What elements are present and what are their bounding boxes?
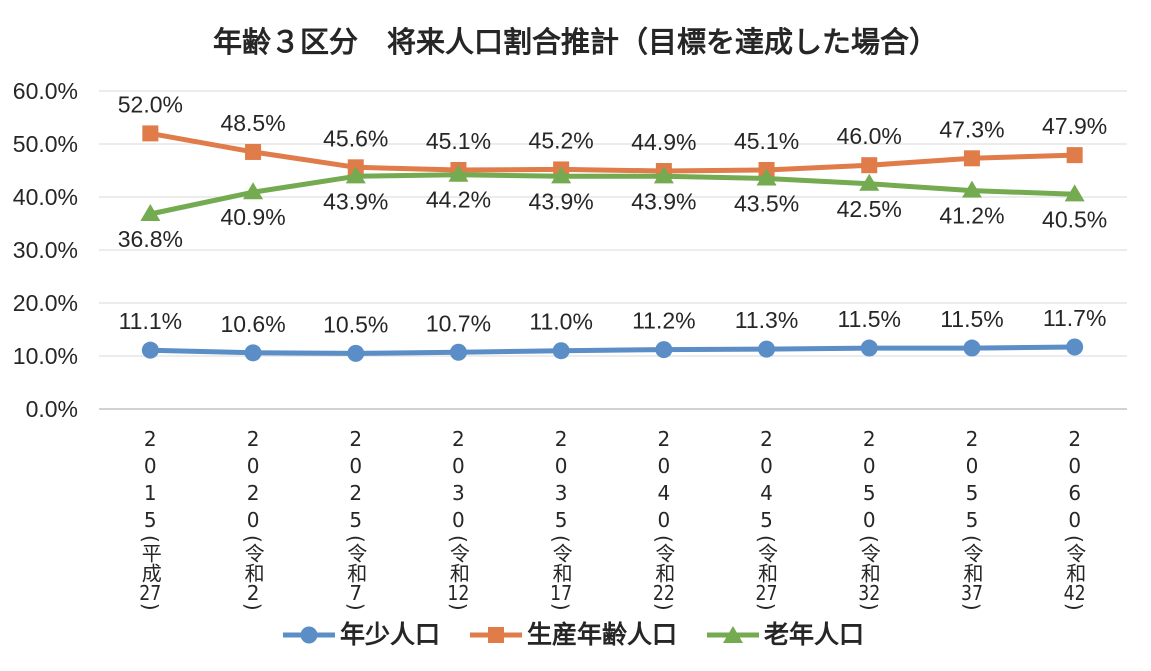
legend-label: 生産年齢人口 — [527, 620, 678, 649]
legend-label: 年少人口 — [340, 620, 441, 649]
youth-population-marker — [860, 339, 878, 357]
working-age-population-marker — [861, 157, 878, 174]
youth-population-marker — [347, 344, 365, 362]
elderly-population-marker — [1064, 184, 1085, 202]
youth-population-data-labels: 11.1% 10.6% 10.5% 10.7% 11.0% 11.2% 11.3% 11.5%… — [119, 305, 1107, 337]
elderly-population-data-label: 44.2% — [426, 187, 491, 213]
y-tick-label: 60.0% — [13, 78, 78, 104]
youth-population-data-label: 11.5% — [940, 306, 1004, 332]
youth-population-data-label: 11.2% — [632, 308, 696, 334]
working-age-population-marker — [963, 150, 980, 167]
youth-population-data-label: 11.3% — [735, 307, 799, 333]
youth-population-data-label: 11.7% — [1043, 305, 1107, 331]
working-age-population-marker — [142, 125, 159, 142]
youth-population-data-label: 10.6% — [220, 311, 285, 337]
youth-population-marker — [758, 340, 776, 358]
elderly-population-marker — [345, 166, 366, 184]
gridlines — [99, 90, 1127, 410]
working-age-population-data-label: 45.6% — [323, 125, 388, 151]
elderly-population-data-label: 43.9% — [323, 188, 388, 214]
working-age-population-marker — [1066, 147, 1083, 164]
elderly-population-marker — [448, 164, 469, 182]
elderly-population-marker — [243, 182, 264, 200]
elderly-population-data-label: 41.2% — [939, 203, 1004, 229]
working-age-population-data-labels: 52.0% 48.5% 45.6% 45.1% 45.2% 44.9% 45.1% 46.0%… — [118, 91, 1108, 155]
series-youth-population — [141, 338, 1084, 362]
elderly-population-data-label: 43.5% — [734, 190, 799, 216]
working-age-population-line — [147, 130, 1078, 174]
working-age-population-data-label: 52.0% — [118, 91, 183, 117]
legend-item-youth-population: 年少人口 — [283, 619, 440, 651]
youth-population-marker — [655, 341, 673, 359]
working-age-population-data-label: 47.9% — [1042, 113, 1107, 139]
working-age-population-data-label: 44.9% — [631, 129, 696, 155]
youth-population-data-label: 11.1% — [119, 308, 183, 334]
y-tick-label: 40.0% — [13, 184, 78, 210]
working-age-population-data-label: 45.2% — [529, 127, 594, 153]
youth-population-data-label: 11.5% — [837, 306, 901, 332]
working-age-population-data-label: 48.5% — [220, 110, 285, 136]
elderly-population-data-label: 36.8% — [118, 226, 183, 252]
elderly-population-data-label: 42.5% — [837, 196, 902, 222]
series-elderly-population — [140, 164, 1085, 221]
legend: 年少人口 生産年齢人口 老年人口 — [283, 619, 864, 651]
working-age-population-data-label: 47.3% — [939, 116, 1004, 142]
elderly-population-data-label: 43.9% — [631, 188, 696, 214]
elderly-population-data-labels: 36.8% 40.9% 43.9% 44.2% 43.9% 43.9% 43.5% 42.5%… — [118, 187, 1108, 252]
youth-population-marker — [449, 343, 467, 361]
elderly-population-data-label: 40.9% — [220, 204, 285, 230]
youth-population-marker — [1066, 338, 1084, 356]
y-tick-label: 30.0% — [13, 237, 78, 263]
youth-population-data-label: 10.5% — [323, 311, 388, 337]
working-age-population-data-label: 45.1% — [426, 128, 491, 154]
legend-triangle-marker-icon — [707, 626, 760, 643]
youth-population-marker — [963, 339, 981, 357]
y-tick-label: 50.0% — [13, 131, 78, 157]
elderly-population-marker — [961, 180, 982, 198]
youth-population-marker — [141, 341, 159, 359]
elderly-population-marker — [653, 166, 674, 184]
youth-population-line — [147, 344, 1078, 356]
elderly-population-data-label: 40.5% — [1042, 206, 1107, 232]
youth-population-marker — [244, 344, 262, 362]
y-tick-label: 20.0% — [13, 290, 78, 316]
y-tick-label: 10.0% — [13, 343, 78, 369]
working-age-population-data-label: 45.1% — [734, 128, 799, 154]
youth-population-data-label: 11.0% — [529, 309, 593, 335]
working-age-population-marker — [245, 143, 262, 160]
elderly-population-line — [147, 172, 1078, 217]
legend-item-elderly-population: 老年人口 — [707, 619, 864, 651]
y-axis-tick-labels: 0.0% 10.0% 20.0% 30.0% 40.0% 50.0% 60.0% — [13, 78, 78, 422]
legend-label: 老年人口 — [764, 620, 865, 649]
y-tick-label: 0.0% — [26, 396, 78, 422]
working-age-population-data-label: 46.0% — [837, 123, 902, 149]
elderly-population-data-label: 43.9% — [529, 188, 594, 214]
youth-population-marker — [552, 342, 570, 360]
chart-title: 年齢３区分 将来人口割合推計（目標を達成した場合） — [212, 25, 938, 59]
elderly-population-marker — [859, 173, 880, 191]
legend-circle-marker-icon — [283, 626, 335, 644]
elderly-population-marker — [756, 168, 777, 186]
elderly-population-marker — [140, 203, 161, 221]
legend-square-marker-icon — [470, 627, 523, 643]
elderly-population-marker — [551, 166, 572, 184]
legend-item-working-age-population: 生産年齢人口 — [470, 619, 677, 651]
youth-population-data-label: 10.7% — [426, 310, 491, 336]
